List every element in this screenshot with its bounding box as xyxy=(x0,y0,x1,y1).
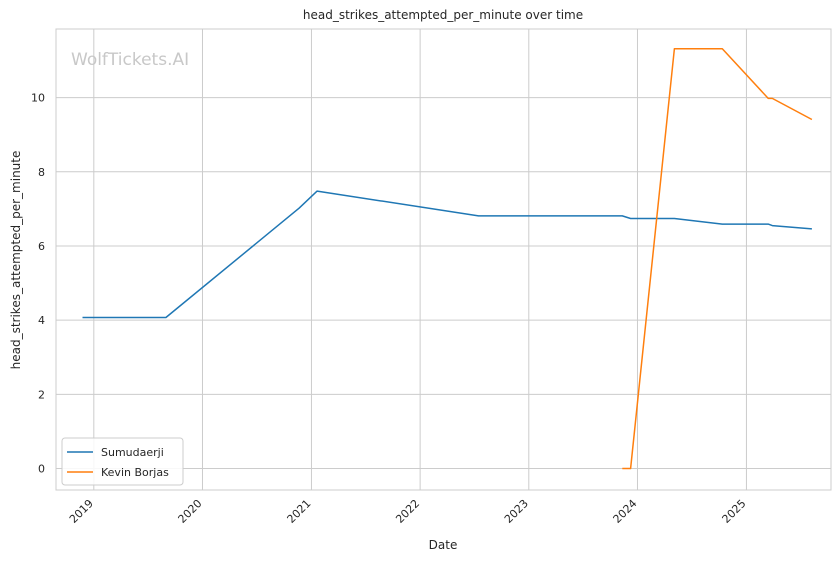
y-tick-label-2: 2 xyxy=(38,388,45,401)
x-tick-label-2024: 2024 xyxy=(611,497,640,526)
plot-background xyxy=(56,29,831,490)
y-tick-label-4: 4 xyxy=(38,314,45,327)
x-tick-label-2021: 2021 xyxy=(285,497,314,526)
series-line-kevin-borjas xyxy=(622,47,813,470)
y-tick-label-8: 8 xyxy=(38,166,45,179)
x-tick-label-2020: 2020 xyxy=(176,497,205,526)
watermark: WolfTickets.AI xyxy=(71,50,189,70)
grid-lines xyxy=(56,29,831,490)
x-tick-label-2023: 2023 xyxy=(502,497,531,526)
x-axis-title: Date xyxy=(429,538,458,552)
x-tick-label-2019: 2019 xyxy=(67,497,96,526)
y-tick-labels: 0 2 4 6 8 10 xyxy=(31,92,45,476)
chart-title: head_strikes_attempted_per_minute over t… xyxy=(303,8,583,22)
legend-label-sumudaerji: Sumudaerji xyxy=(101,446,164,459)
legend-label-kevin-borjas: Kevin Borjas xyxy=(101,466,169,479)
series-lines xyxy=(82,47,813,470)
x-tick-label-2022: 2022 xyxy=(393,497,422,526)
legend-box xyxy=(61,437,184,486)
y-tick-label-10: 10 xyxy=(31,92,45,105)
y-axis-title: head_strikes_attempted_per_minute xyxy=(9,151,23,370)
y-tick-label-0: 0 xyxy=(38,462,45,475)
plot-frame xyxy=(55,28,832,491)
x-tick-labels: 2019 2020 2021 2022 2023 2024 2025 xyxy=(67,497,749,526)
y-tick-label-6: 6 xyxy=(38,240,45,253)
series-line-sumudaerji xyxy=(82,190,812,319)
legend: Sumudaerji Kevin Borjas xyxy=(61,437,184,486)
x-tick-label-2025: 2025 xyxy=(720,497,749,526)
